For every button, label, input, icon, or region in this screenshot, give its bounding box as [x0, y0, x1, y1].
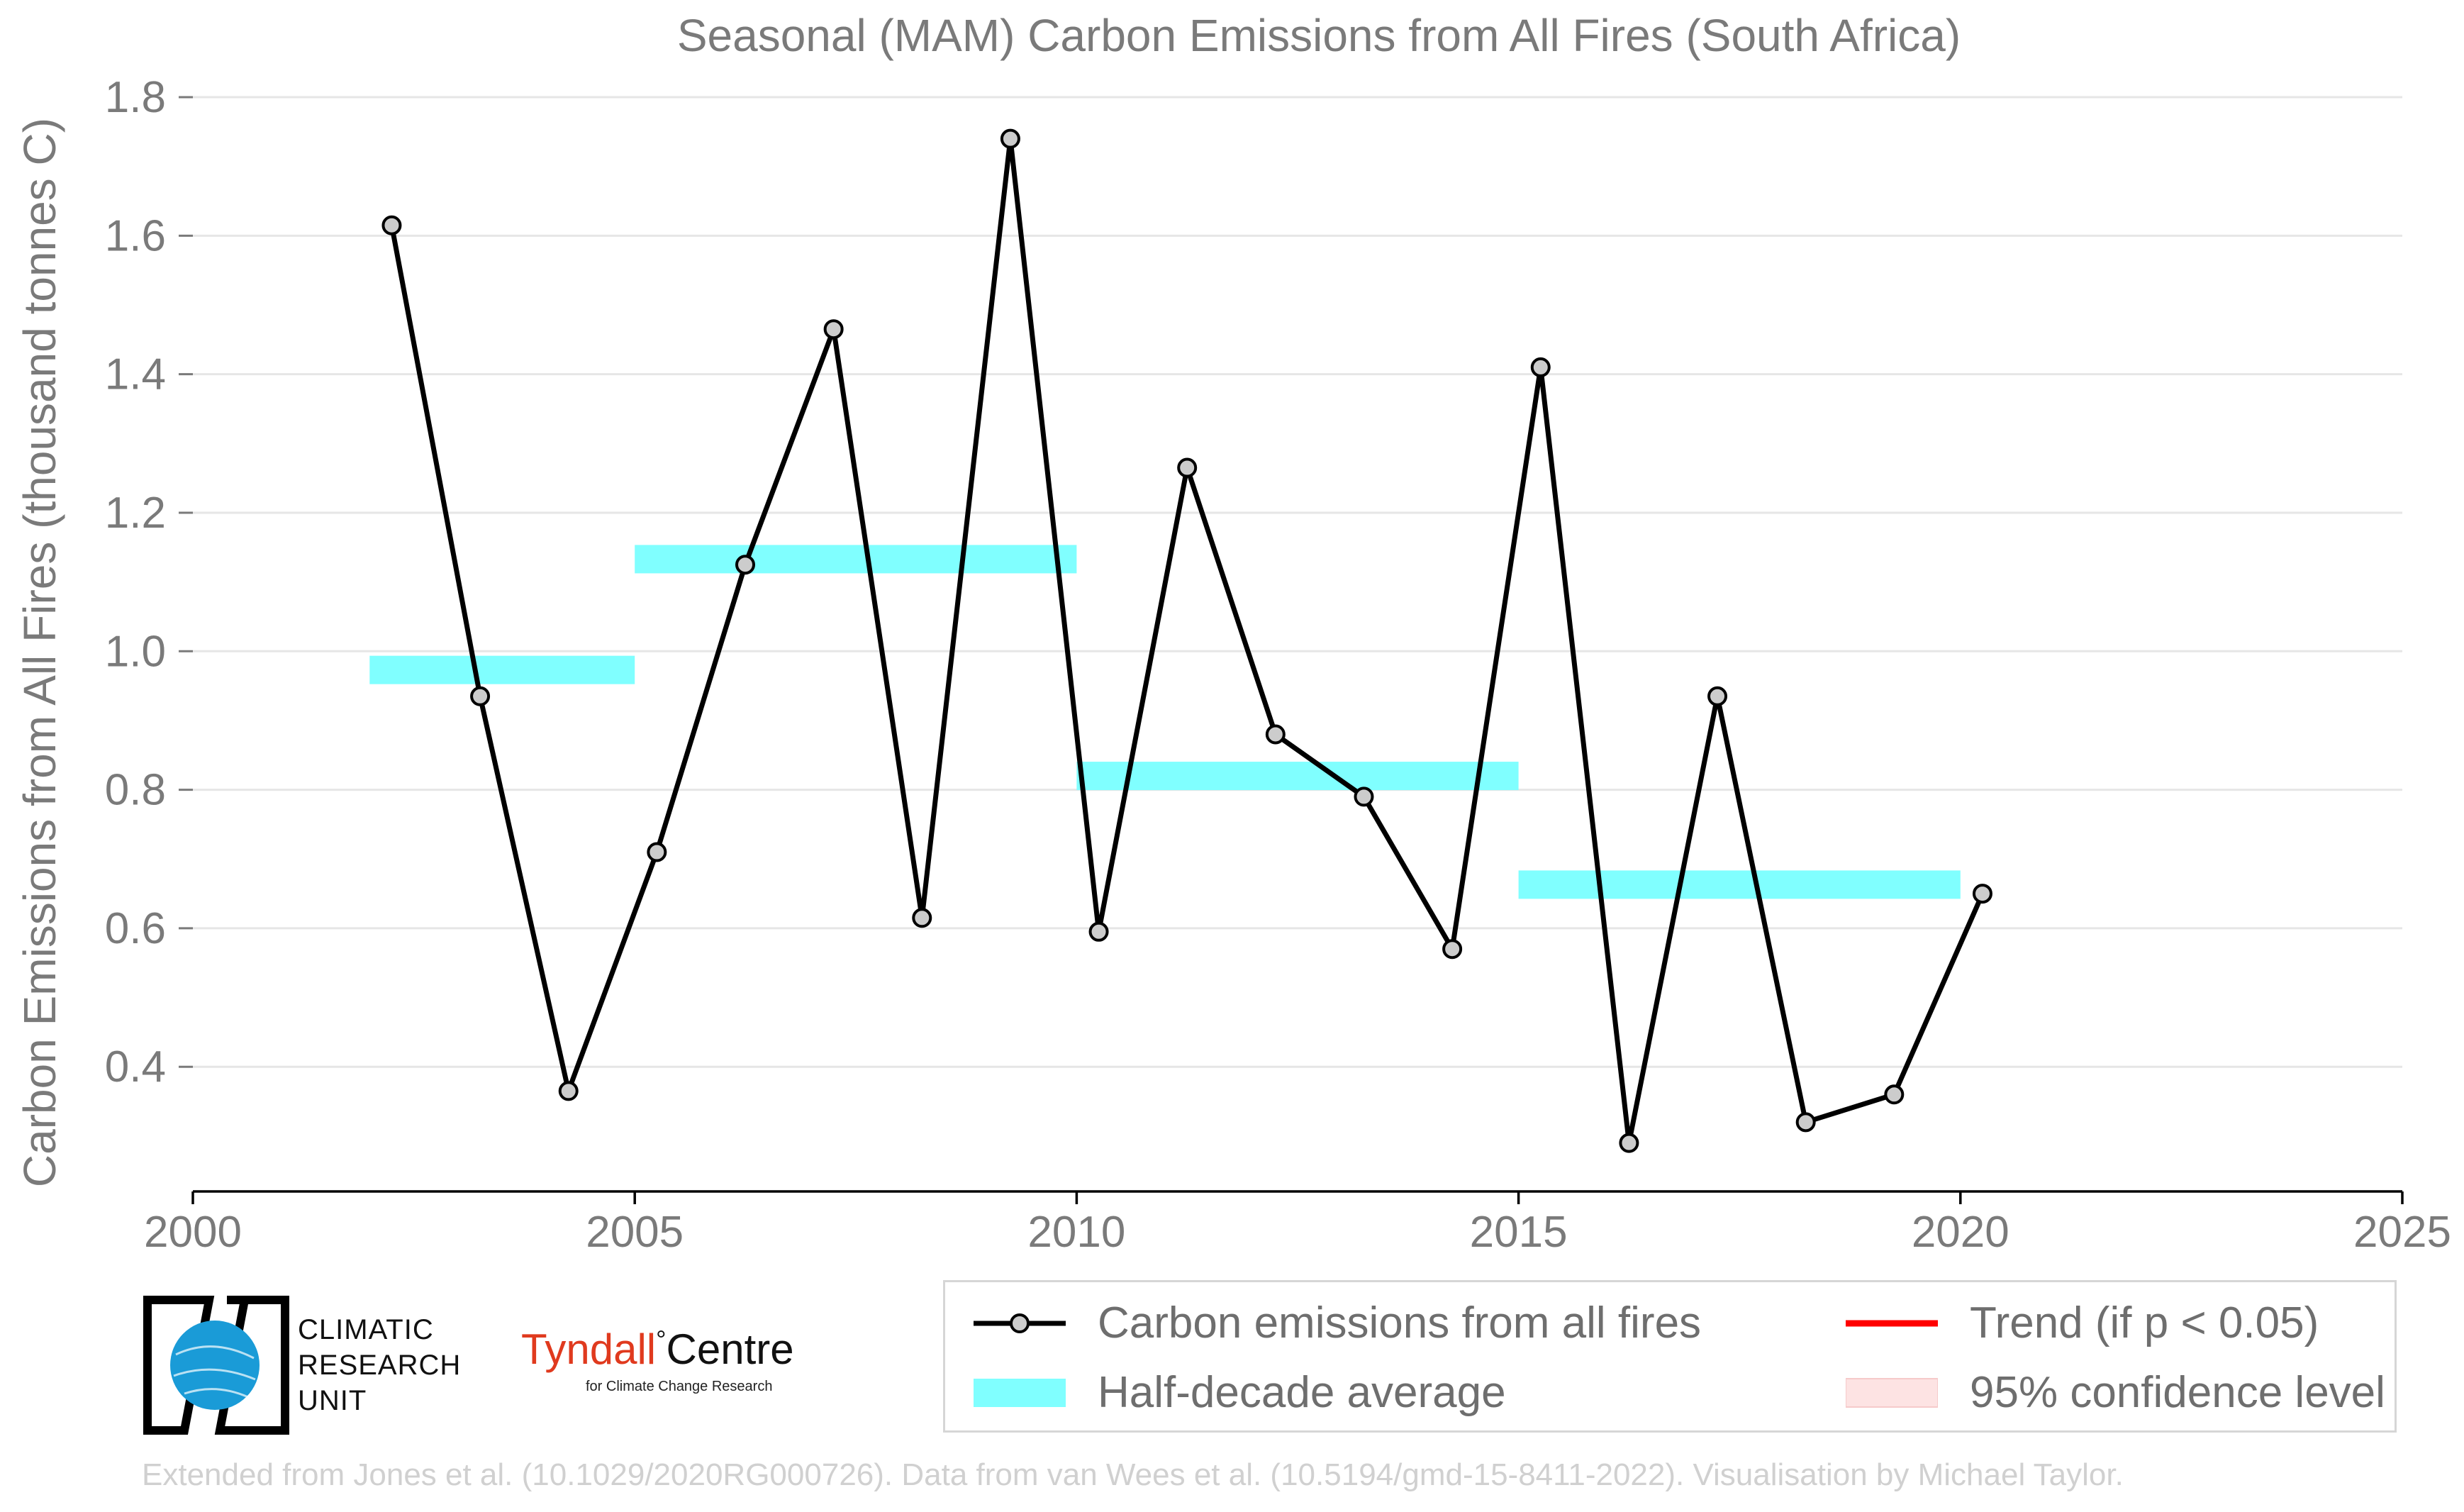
tyndall-name: Tyndall	[521, 1325, 657, 1373]
data-point	[1354, 786, 1374, 807]
legend-item-trend: Trend (if p < 0.05)	[1846, 1298, 2319, 1348]
data-point	[647, 842, 667, 862]
legend-pink-patch-icon	[1846, 1377, 1938, 1408]
data-point	[1619, 1133, 1639, 1153]
data-point	[470, 686, 491, 706]
x-tick-label: 2010	[1027, 1208, 1125, 1257]
tyndall-centre: Centre	[666, 1325, 794, 1373]
legend-item-half-decade: Half-decade average	[974, 1367, 1506, 1418]
data-point	[823, 319, 844, 340]
cru-logo	[142, 1294, 291, 1436]
data-point	[1795, 1112, 1816, 1133]
tyndall-degree: °	[656, 1325, 667, 1354]
y-tick-label: 1.4	[105, 350, 166, 399]
legend-cyan-patch-icon	[974, 1378, 1066, 1407]
x-tick-label: 2015	[1470, 1208, 1568, 1257]
footer-credit: Extended from Jones et al. (10.1029/2020…	[142, 1457, 2124, 1492]
cru-line-2: RESEARCH	[298, 1350, 462, 1381]
legend-label-trend: Trend (if p < 0.05)	[1970, 1299, 2319, 1347]
y-tick-label: 0.4	[105, 1043, 166, 1091]
half-decade-bands	[369, 545, 1961, 899]
legend-label-emissions: Carbon emissions from all fires	[1098, 1299, 1702, 1347]
data-point	[381, 215, 402, 235]
x-tick-label: 2025	[2353, 1208, 2451, 1257]
y-tick-label: 1.8	[105, 73, 166, 122]
y-tick-label: 0.6	[105, 904, 166, 953]
series-carbon-emissions	[381, 128, 1992, 1153]
data-point	[1884, 1084, 1905, 1105]
data-point	[1265, 724, 1286, 745]
y-tick-label: 1.6	[105, 211, 166, 260]
data-point	[1972, 884, 1992, 904]
data-point	[1177, 457, 1198, 478]
legend-label-half-decade: Half-decade average	[1098, 1368, 1506, 1417]
half-decade-bar	[635, 545, 1077, 574]
tyndall-logo: Tyndall°Centre	[521, 1325, 794, 1374]
data-point	[1088, 921, 1109, 942]
grid	[193, 96, 2402, 1068]
legend-red-line-icon	[1846, 1320, 1938, 1326]
half-decade-bar	[1076, 762, 1519, 791]
half-decade-bar	[1518, 870, 1961, 899]
cru-wordmark: CLIMATIC RESEARCH UNIT	[298, 1312, 461, 1418]
legend-item-confidence: 95% confidence level	[1846, 1367, 2385, 1418]
data-point	[1442, 939, 1463, 960]
chart-title: Seasonal (MAM) Carbon Emissions from All…	[677, 10, 1961, 61]
legend-label-confidence: 95% confidence level	[1970, 1368, 2385, 1417]
legend-item-emissions: Carbon emissions from all fires	[974, 1298, 1701, 1348]
x-axis: 2000 2005 2010 2015 2020 2025	[144, 1190, 2451, 1257]
data-point	[735, 555, 755, 575]
cru-line-1: CLIMATIC	[298, 1314, 434, 1345]
y-axis: 0.4 0.6 0.8 1.0 1.2 1.4 1.6 1.8	[105, 73, 193, 1091]
data-point	[912, 908, 932, 928]
y-tick-label: 1.0	[105, 627, 166, 676]
data-point	[1530, 357, 1551, 377]
data-point	[1707, 686, 1728, 706]
tyndall-subtitle: for Climate Change Research	[586, 1379, 773, 1394]
x-tick-label: 2000	[144, 1208, 242, 1257]
data-point	[558, 1081, 579, 1101]
legend-line-marker-icon	[974, 1313, 1066, 1333]
legend: Carbon emissions from all fires Trend (i…	[943, 1280, 2397, 1433]
y-tick-label: 1.2	[105, 489, 166, 538]
cru-line-3: UNIT	[298, 1385, 367, 1416]
series-line	[389, 136, 1985, 1146]
data-point	[1000, 128, 1020, 149]
half-decade-bar	[369, 655, 635, 684]
y-tick-label: 0.8	[105, 766, 166, 815]
y-axis-label: Carbon Emissions from All Fires (thousan…	[14, 118, 65, 1187]
x-tick-label: 2020	[1912, 1208, 2009, 1257]
x-tick-label: 2005	[586, 1208, 684, 1257]
